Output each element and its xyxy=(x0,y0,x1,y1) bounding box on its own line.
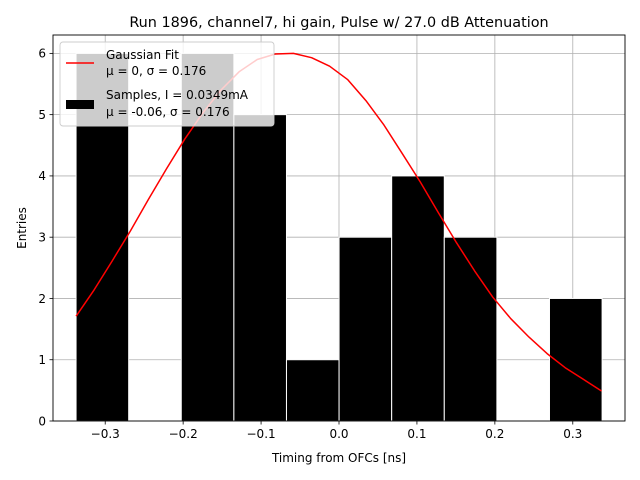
y-tick-label: 6 xyxy=(38,47,46,61)
y-axis-label: Entries xyxy=(15,207,29,249)
x-tick-label: −0.1 xyxy=(247,427,276,441)
x-tick-label: 0.3 xyxy=(563,427,582,441)
y-tick-label: 1 xyxy=(38,353,46,367)
legend-samples-label: Samples, I = 0.0349mA xyxy=(106,88,249,102)
gaussian-fit-curve xyxy=(75,52,602,392)
legend-fit-stats: μ = 0, σ = 0.176 xyxy=(106,64,206,78)
x-axis-ticks: −0.3 −0.2 −0.1 0.0 0.1 0.2 0.3 xyxy=(91,421,582,441)
x-tick-label: −0.3 xyxy=(91,427,120,441)
histogram-bar xyxy=(285,359,340,422)
x-tick-label: −0.2 xyxy=(169,427,198,441)
y-tick-label: 4 xyxy=(38,169,46,183)
histogram-bar xyxy=(443,236,498,422)
chart-title: Run 1896, channel7, hi gain, Pulse w/ 27… xyxy=(129,15,548,31)
legend-samples-stats: μ = -0.06, σ = 0.176 xyxy=(106,105,230,119)
gaussian-fit-layer xyxy=(75,52,602,392)
y-tick-label: 0 xyxy=(38,414,46,428)
x-tick-label: 0.2 xyxy=(485,427,504,441)
y-axis-ticks: 0 1 2 3 4 5 6 xyxy=(38,47,53,428)
y-tick-label: 5 xyxy=(38,108,46,122)
legend: Gaussian Fit μ = 0, σ = 0.176 Samples, I… xyxy=(59,41,275,127)
x-tick-label: 0.1 xyxy=(407,427,426,441)
legend-fit-label: Gaussian Fit xyxy=(106,48,179,62)
x-axis-label: Timing from OFCs [ns] xyxy=(271,451,406,465)
histogram-bar xyxy=(233,114,287,422)
histogram-bar xyxy=(548,297,603,422)
y-tick-label: 2 xyxy=(38,292,46,306)
x-tick-label: 0.0 xyxy=(329,427,348,441)
histogram-bar xyxy=(338,236,393,422)
histogram-bar xyxy=(391,175,445,422)
legend-box xyxy=(59,41,275,127)
legend-samples-swatch xyxy=(66,100,94,109)
y-tick-label: 3 xyxy=(38,230,46,244)
